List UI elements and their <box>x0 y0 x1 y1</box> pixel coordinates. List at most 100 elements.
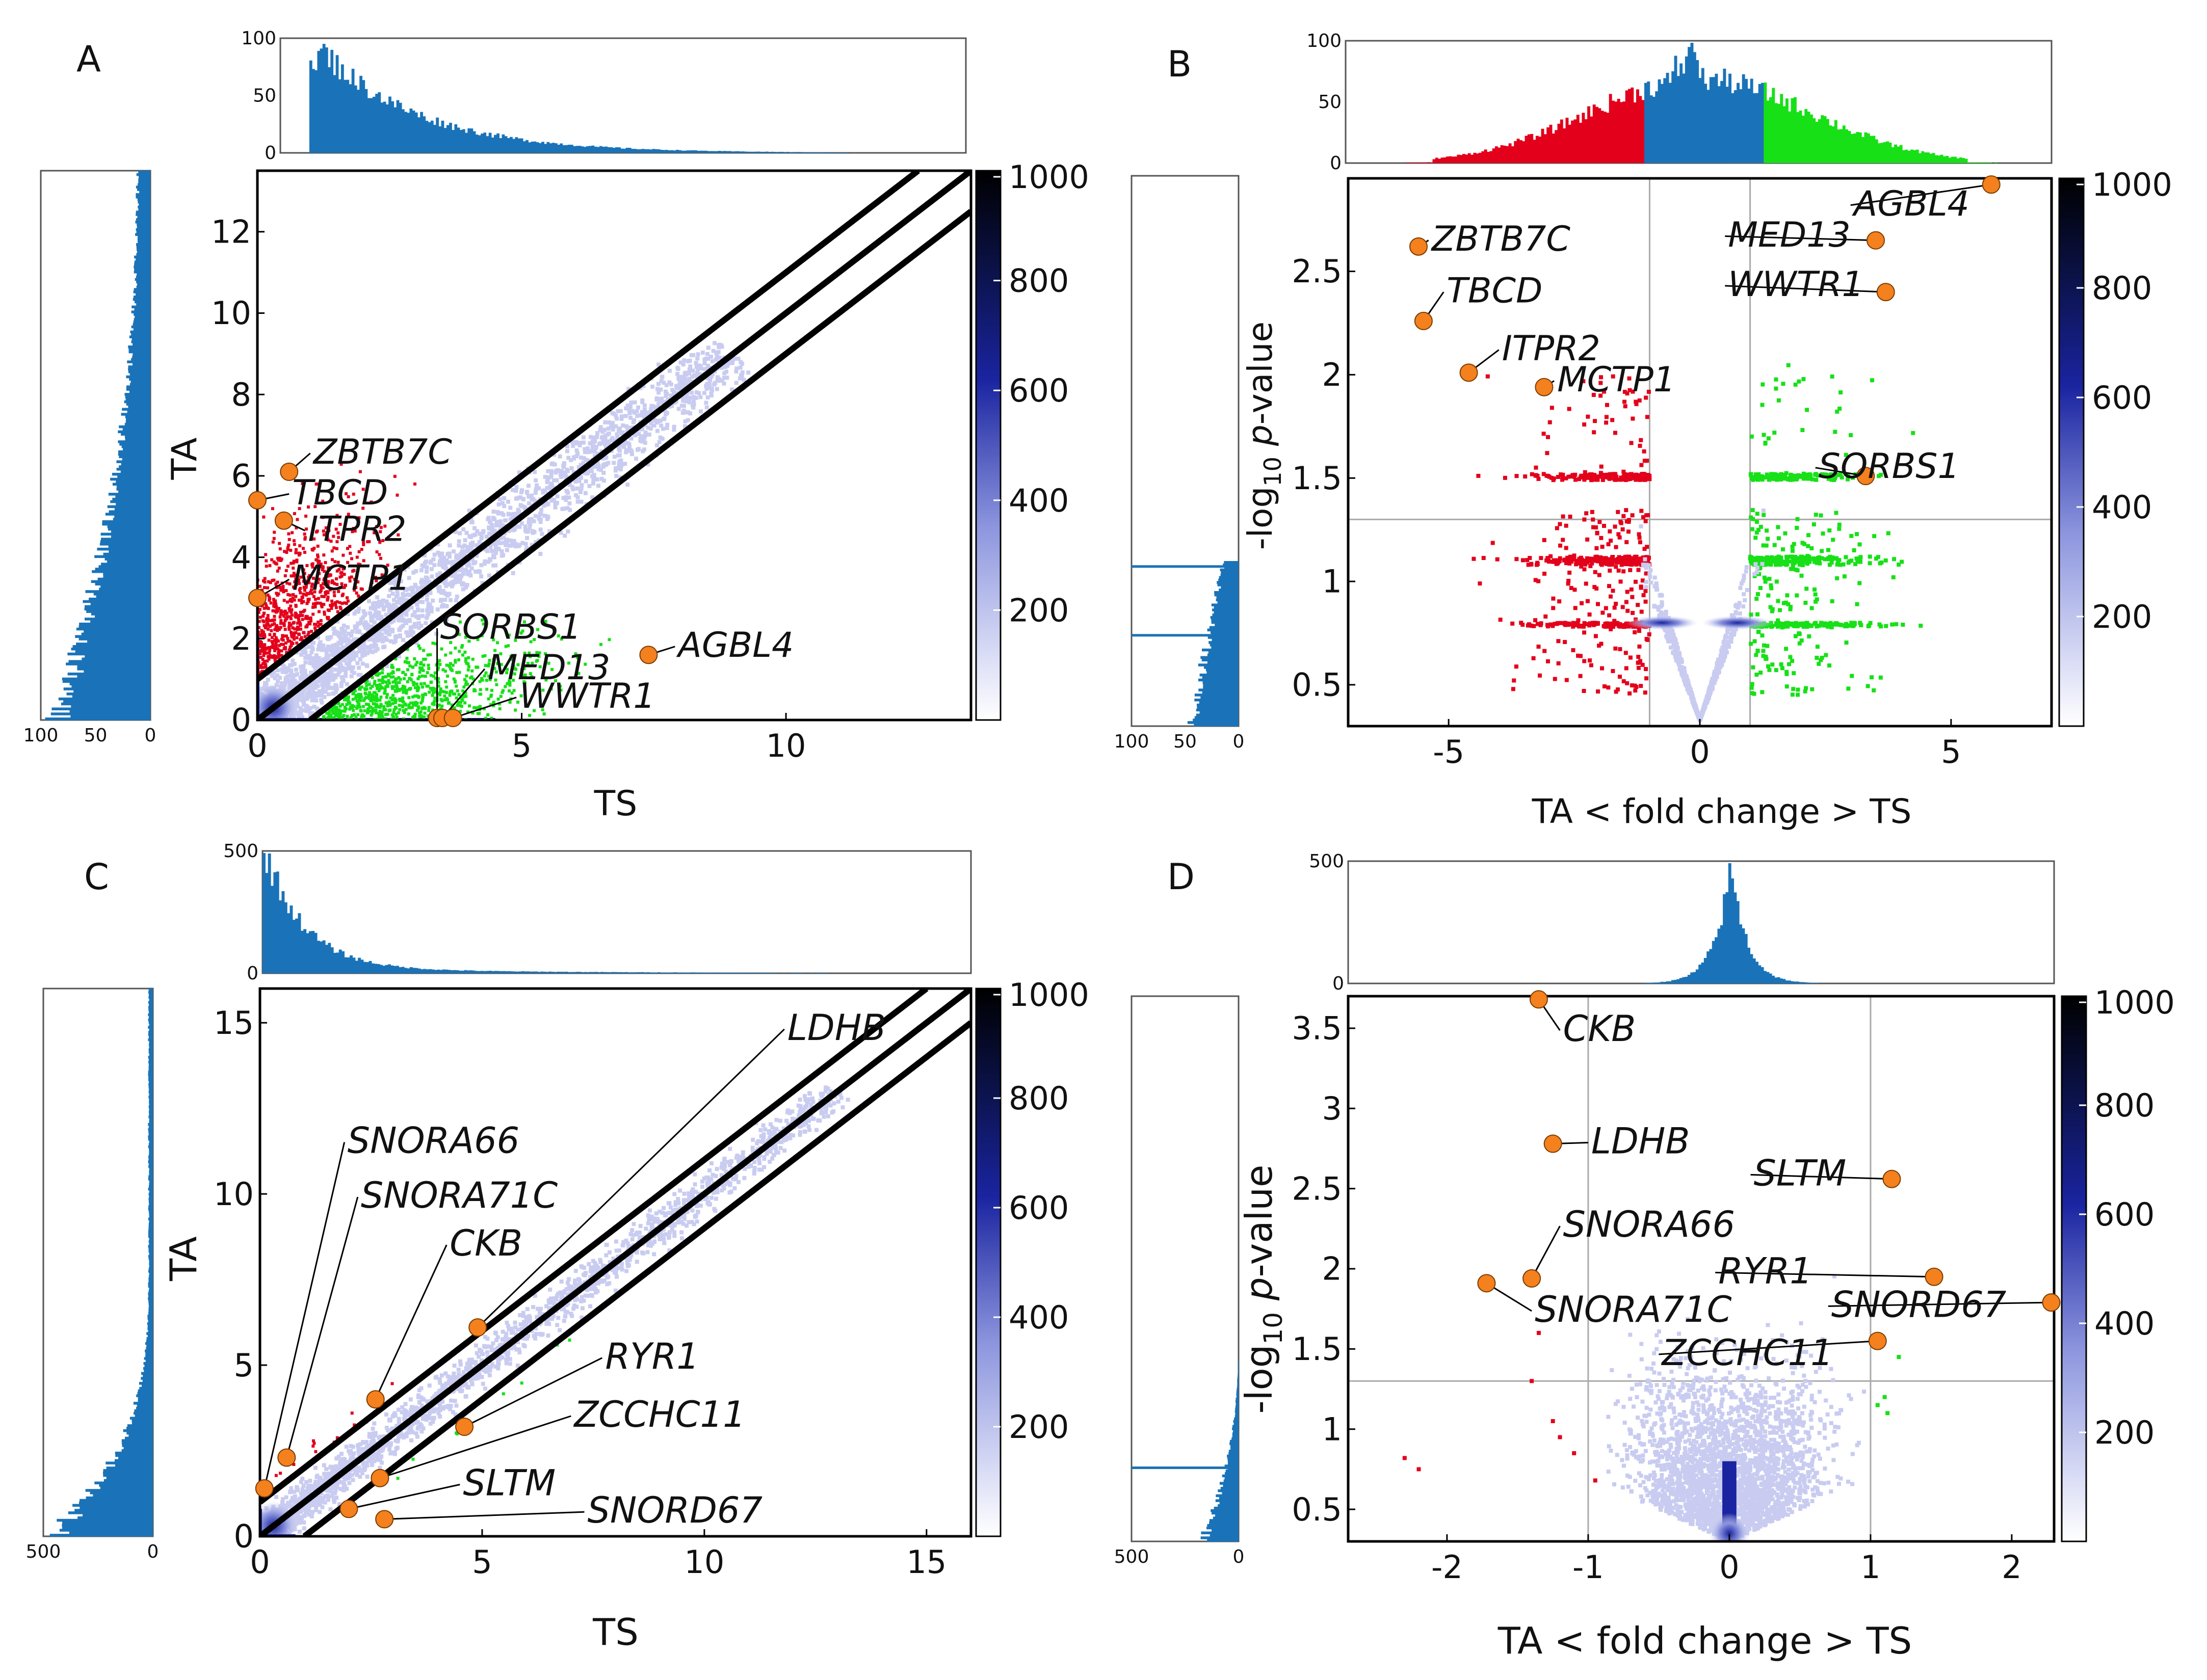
a-ta-point <box>279 626 282 629</box>
a-density-point <box>686 418 690 422</box>
a-ts-point <box>487 664 490 668</box>
a-ts-point <box>530 675 534 678</box>
a-ts-point <box>529 672 532 675</box>
a-density-point <box>381 598 385 603</box>
b-top-histogram-bar <box>1573 119 1577 163</box>
a-density-point <box>286 678 291 682</box>
a-ta-point <box>278 547 282 551</box>
a-ts-point <box>391 665 395 669</box>
a-density-point <box>497 523 502 527</box>
a-density-point <box>377 599 381 604</box>
a-ta-point <box>291 531 294 535</box>
a-ta-point <box>268 564 272 568</box>
a-ta-point <box>303 586 306 590</box>
a-density-point <box>365 623 370 628</box>
b-side-histogram-bar <box>1210 644 1239 647</box>
a-ta-point <box>324 579 328 582</box>
a-density-point <box>296 694 300 698</box>
b-top-histogram-bar <box>1617 98 1620 163</box>
a-ts-point <box>372 698 376 702</box>
a-ta-point <box>288 599 292 603</box>
a-ta-point <box>319 565 322 569</box>
a-ts-point <box>458 650 461 653</box>
a-side-histogram-bar <box>113 518 150 521</box>
a-ts-point <box>388 703 392 706</box>
a-ta-point <box>264 626 267 630</box>
a-ta-point <box>288 615 292 619</box>
a-side-histogram-bar <box>132 355 150 359</box>
a-top-histogram-bar <box>586 146 589 153</box>
a-density-point <box>371 650 375 654</box>
a-density-point <box>355 661 360 665</box>
a-density-point <box>702 361 707 365</box>
a-top-histogram-bar <box>802 152 806 153</box>
a-density-point <box>568 481 572 486</box>
a-density-point <box>398 614 403 619</box>
a-ts-point <box>492 704 495 707</box>
a-density-point <box>384 629 388 634</box>
a-side-histogram-bar <box>120 470 150 473</box>
a-ts-point <box>512 678 515 682</box>
a-density-point <box>403 588 407 592</box>
a-ts-point <box>402 677 406 680</box>
a-ts-point <box>432 703 436 706</box>
b-top-histogram-bar <box>1636 89 1639 163</box>
b-ta-point <box>1589 663 1593 668</box>
a-ta-point <box>302 568 305 572</box>
a-density-point <box>484 547 488 552</box>
a-density-point <box>435 607 440 612</box>
a-ts-point <box>374 708 378 712</box>
a-ts-point <box>465 661 468 665</box>
a-ts-point <box>493 666 496 670</box>
a-density-point <box>488 520 492 524</box>
a-density-point <box>740 370 745 375</box>
a-ts-point <box>475 665 478 669</box>
a-ts-point <box>357 696 361 699</box>
a-density-point <box>397 618 401 623</box>
a-ta-point <box>286 636 290 640</box>
a-side-histogram-bar <box>103 552 150 556</box>
a-ta-point <box>274 602 278 606</box>
a-top-histogram-bar <box>312 69 315 153</box>
a-density-point <box>533 514 538 518</box>
b-ta-point <box>1616 477 1620 482</box>
a-density-point <box>579 463 583 467</box>
a-ts-point <box>499 652 503 656</box>
a-top-histogram-bar <box>555 143 558 153</box>
a-ta-point <box>413 482 416 486</box>
a-density-point <box>682 358 687 363</box>
a-side-histogram-bar <box>138 208 150 211</box>
b-ta-point <box>1599 642 1604 646</box>
a-ts-point <box>462 693 466 697</box>
a-density-point <box>303 660 308 664</box>
a-ta-point <box>288 639 292 643</box>
b-top-histogram-bar <box>1459 155 1463 163</box>
a-gene-label: AGBL4 <box>676 625 794 665</box>
b-side-histogram-bar <box>1202 681 1239 684</box>
a-side-histogram-bar <box>104 557 150 561</box>
a-ts-point <box>514 708 517 712</box>
a-ta-point <box>277 607 281 610</box>
a-top-histogram-bar <box>546 142 550 153</box>
a-ts-point <box>535 651 539 654</box>
a-ts-point <box>354 694 358 697</box>
a-ta-point <box>265 604 268 607</box>
b-top-histogram-bar <box>1921 151 1925 163</box>
a-density-point <box>383 635 388 640</box>
a-ta-point <box>271 609 275 612</box>
a-density-point <box>555 478 559 483</box>
a-ts-point <box>405 688 408 692</box>
a-density-point <box>275 673 280 678</box>
b-ts-point <box>1757 572 1762 576</box>
b-top-histogram-bar <box>1527 134 1531 163</box>
a-ta-point <box>306 579 309 582</box>
a-density-point <box>354 653 358 657</box>
a-density-point <box>687 367 692 372</box>
a-ts-point <box>393 701 397 704</box>
a-density-point <box>369 615 374 619</box>
b-top-histogram-bar <box>1902 150 1905 163</box>
a-ts-point <box>378 710 382 713</box>
b-side-histogram-bar <box>1212 638 1239 642</box>
b-ts-point <box>1765 472 1769 477</box>
a-density-point <box>469 517 474 522</box>
